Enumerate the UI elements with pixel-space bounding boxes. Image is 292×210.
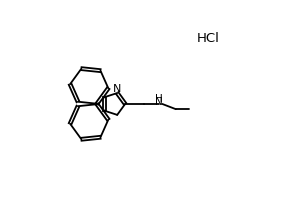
Text: H: H: [155, 93, 163, 104]
Text: HCl: HCl: [197, 32, 220, 45]
Text: N: N: [113, 84, 121, 94]
Text: N: N: [155, 97, 163, 107]
